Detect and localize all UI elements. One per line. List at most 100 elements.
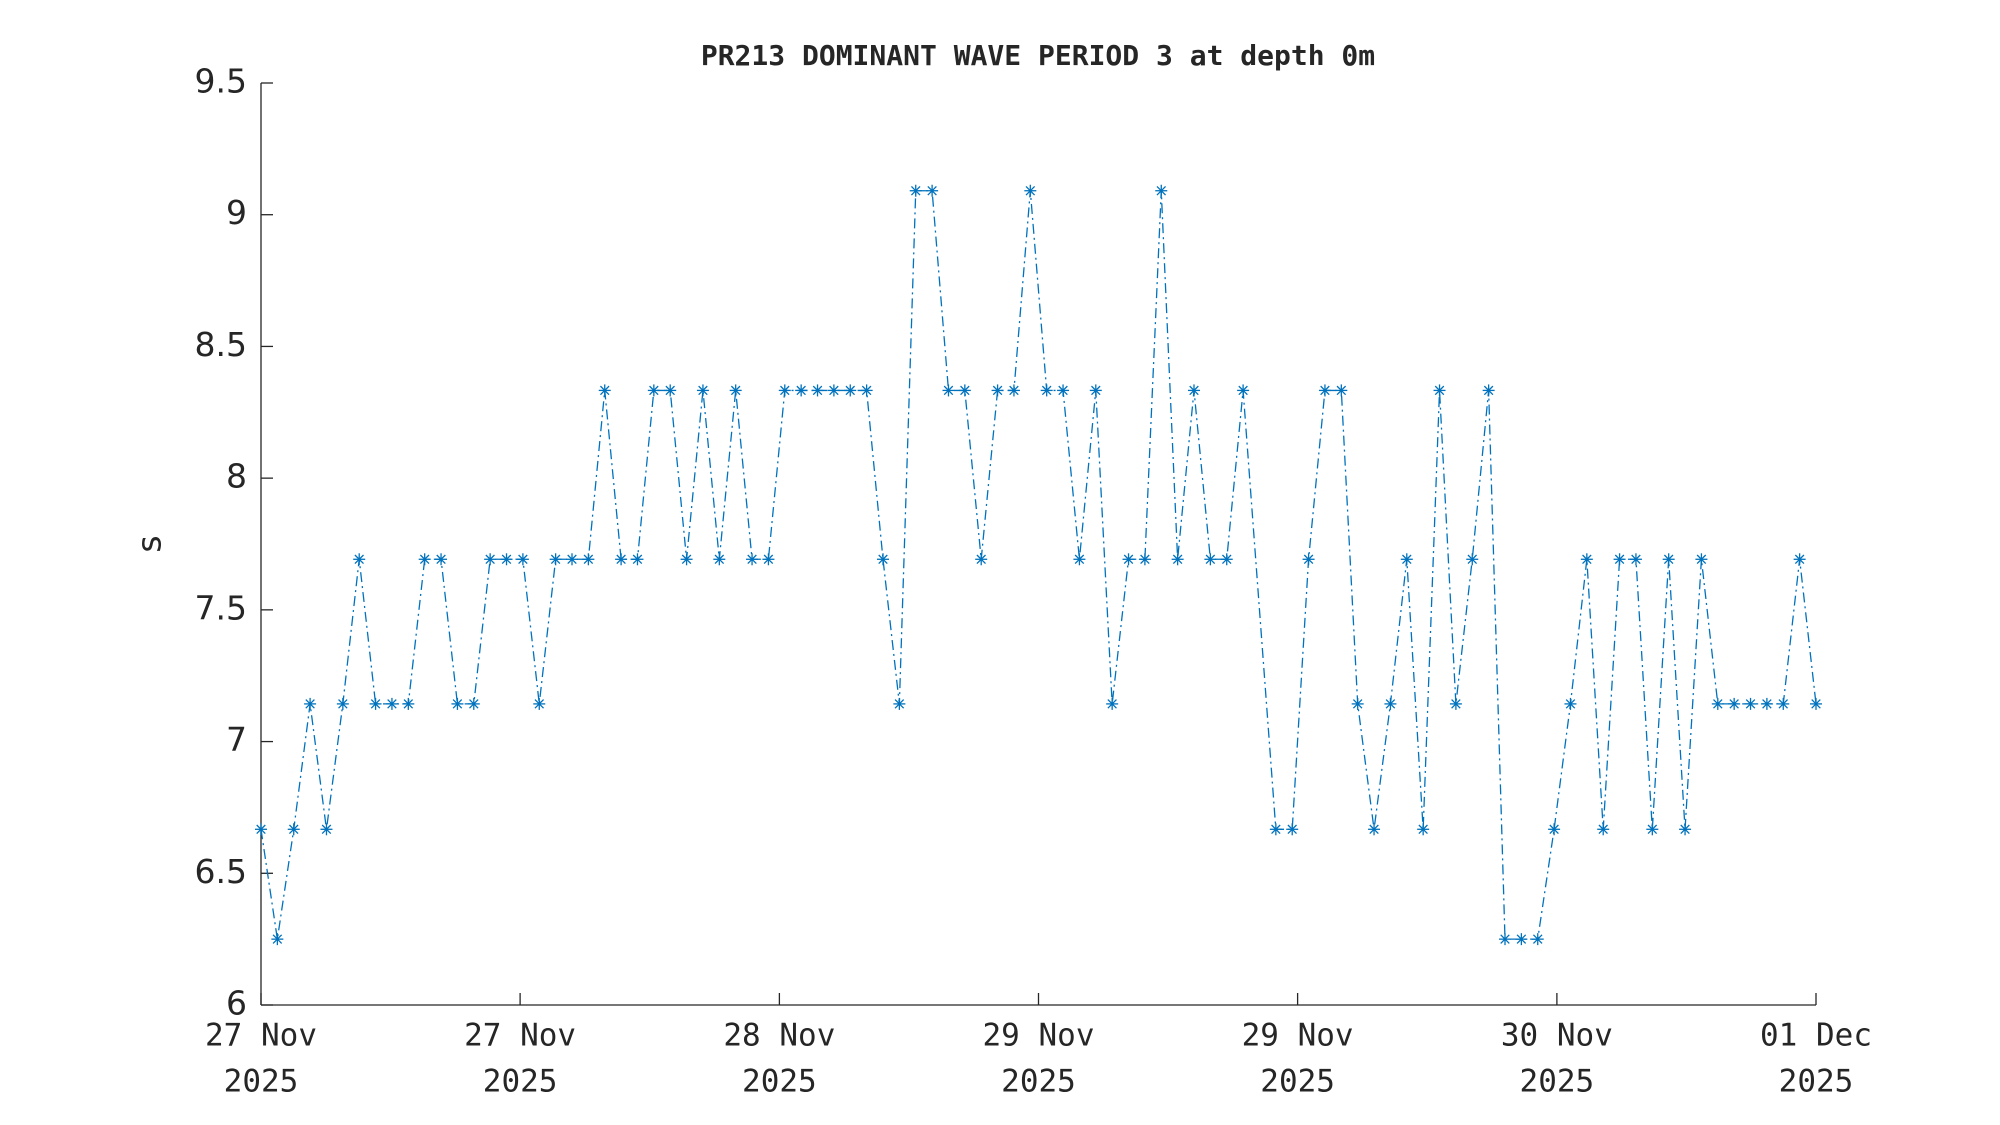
data-point	[320, 823, 333, 836]
data-point	[1466, 553, 1479, 566]
x-tick-label: 28 Nov	[723, 1018, 835, 1054]
data-point	[1188, 384, 1200, 397]
data-point	[255, 823, 267, 836]
data-point	[1482, 384, 1495, 397]
data-point	[467, 697, 480, 710]
data-point	[435, 553, 448, 566]
data-point	[877, 553, 889, 566]
y-tick-label: 9	[226, 193, 247, 232]
data-point	[549, 553, 562, 566]
data-point	[1613, 553, 1626, 566]
data-point	[811, 384, 824, 397]
data-point	[1760, 697, 1773, 710]
data-point	[1564, 697, 1577, 710]
data-point	[402, 697, 415, 710]
data-point	[1499, 933, 1511, 946]
data-point	[795, 384, 808, 397]
x-tick-label: 2025	[483, 1064, 558, 1100]
data-point	[1286, 823, 1299, 836]
data-point	[1106, 697, 1119, 710]
x-tick-label: 30 Nov	[1501, 1018, 1613, 1054]
data-point	[762, 553, 775, 566]
data-point	[729, 384, 742, 397]
data-point	[893, 697, 906, 710]
y-tick-label: 7.5	[195, 588, 247, 627]
x-tick-label: 29 Nov	[1242, 1018, 1354, 1054]
y-axis-label: s	[130, 535, 169, 552]
data-point	[353, 553, 366, 566]
data-point	[746, 553, 759, 566]
data-point	[1335, 384, 1348, 397]
data-point	[582, 553, 595, 566]
data-point	[533, 697, 546, 710]
data-point	[713, 553, 726, 566]
data-point	[1515, 933, 1528, 946]
data-point	[1171, 553, 1184, 566]
x-tick-label: 01 Dec	[1760, 1018, 1872, 1054]
data-point	[827, 384, 840, 397]
data-point	[1318, 384, 1331, 397]
data-point	[942, 384, 955, 397]
data-point	[385, 697, 398, 710]
x-tick-label: 29 Nov	[983, 1018, 1095, 1054]
data-point	[1400, 553, 1413, 566]
x-tick-label: 2025	[1260, 1064, 1335, 1100]
data-point	[566, 553, 578, 566]
data-point	[1040, 384, 1053, 397]
data-point	[369, 697, 382, 710]
data-point	[1810, 697, 1822, 710]
y-tick-label: 8	[226, 457, 247, 496]
y-tick-label: 8.5	[195, 325, 247, 364]
chart-title: PR213 DOMINANT WAVE PERIOD 3 at depth 0m	[701, 39, 1375, 72]
data-point	[304, 697, 317, 710]
data-point	[696, 384, 709, 397]
data-point	[1597, 823, 1610, 836]
data-point	[598, 384, 611, 397]
data-point	[1204, 553, 1217, 566]
data-point	[1580, 553, 1593, 566]
data-point	[844, 384, 857, 397]
data-point	[991, 384, 1004, 397]
x-tick-label: 2025	[224, 1064, 299, 1100]
data-point	[1269, 823, 1282, 836]
data-point	[1351, 697, 1364, 710]
data-point	[1449, 697, 1462, 710]
data-point	[1089, 384, 1102, 397]
y-tick-label: 6	[226, 984, 247, 1023]
y-tick-label: 7	[226, 720, 247, 759]
data-point	[1531, 933, 1544, 946]
data-point	[1237, 384, 1250, 397]
data-point	[1007, 384, 1020, 397]
data-point	[1057, 384, 1070, 397]
data-point	[1024, 184, 1037, 197]
data-point	[975, 553, 988, 566]
data-point	[1138, 553, 1151, 566]
data-point	[1793, 553, 1806, 566]
data-point	[1695, 553, 1708, 566]
data-point	[778, 384, 791, 397]
data-point	[500, 553, 513, 566]
data-point	[287, 823, 300, 836]
data-point	[1662, 553, 1675, 566]
data-point	[516, 553, 529, 566]
data-point	[1417, 823, 1430, 836]
data-point	[1384, 697, 1397, 710]
data-point	[680, 553, 693, 566]
data-point	[1368, 823, 1381, 836]
data-point	[909, 184, 922, 197]
data-point	[664, 384, 677, 397]
data-point	[647, 384, 660, 397]
data-point	[1679, 823, 1692, 836]
x-tick-label: 2025	[742, 1064, 817, 1100]
data-point	[1777, 697, 1790, 710]
data-point	[615, 553, 628, 566]
data-point	[926, 184, 939, 197]
x-tick-label: 27 Nov	[205, 1018, 317, 1054]
data-point	[1302, 553, 1315, 566]
data-point	[1646, 823, 1659, 836]
data-point	[860, 384, 873, 397]
data-point	[1744, 697, 1757, 710]
data-point	[1433, 384, 1446, 397]
